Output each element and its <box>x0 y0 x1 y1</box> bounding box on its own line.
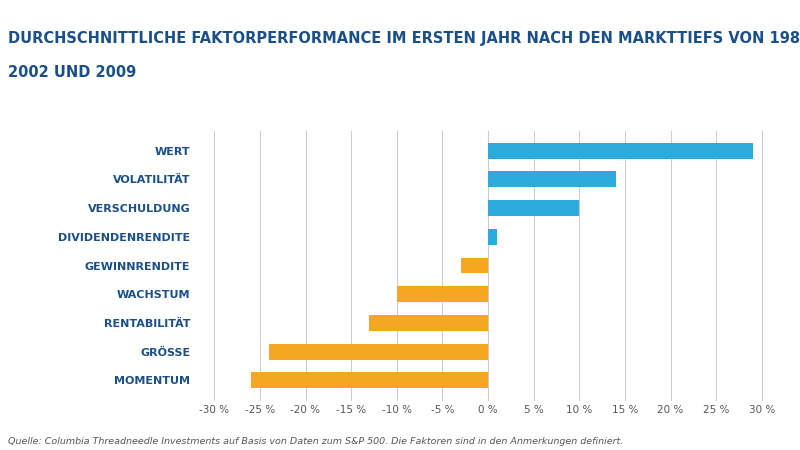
Bar <box>269 344 488 360</box>
Bar <box>250 373 488 388</box>
Text: 2002 UND 2009: 2002 UND 2009 <box>8 65 136 80</box>
Text: Quelle: Columbia Threadneedle Investments auf Basis von Daten zum S&P 500. Die F: Quelle: Columbia Threadneedle Investment… <box>8 436 623 446</box>
Bar <box>397 286 488 302</box>
Bar <box>461 257 488 274</box>
Bar <box>488 143 753 158</box>
Text: DURCHSCHNITTLICHE FAKTORPERFORMANCE IM ERSTEN JAHR NACH DEN MARKTTIEFS VON 1987,: DURCHSCHNITTLICHE FAKTORPERFORMANCE IM E… <box>8 32 800 46</box>
Bar <box>488 229 497 245</box>
Bar <box>488 171 616 187</box>
Bar <box>488 200 579 216</box>
Bar <box>370 315 488 331</box>
